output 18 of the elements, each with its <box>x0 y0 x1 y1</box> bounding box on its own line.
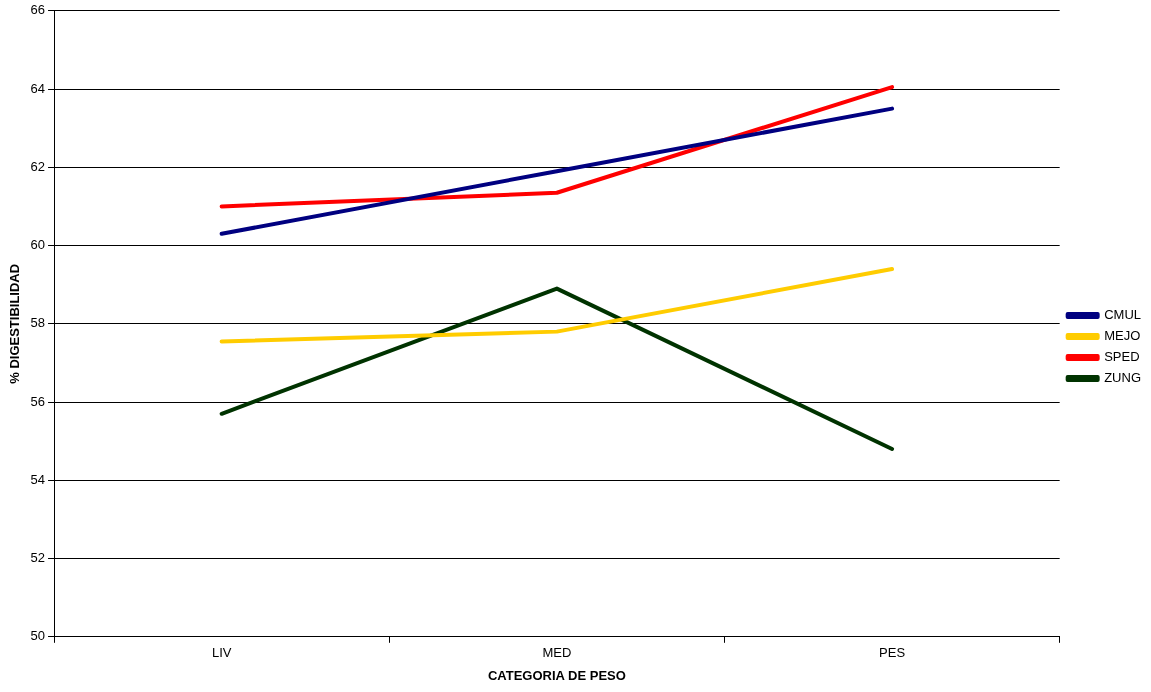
y-tick-label: 56 <box>30 393 46 409</box>
y-axis-title: % DIGESTIBILIDAD <box>7 263 23 384</box>
y-tick-label: 52 <box>30 550 46 566</box>
y-tick-label: 54 <box>30 471 46 487</box>
y-tick-label: 66 <box>30 2 46 18</box>
legend-label: SPED <box>1104 349 1140 365</box>
x-tick-label: MED <box>542 645 572 661</box>
y-tick-label: 50 <box>30 628 46 644</box>
x-tick-label: PES <box>879 645 906 661</box>
x-tick-label: LIV <box>211 645 232 661</box>
y-tick-label: 62 <box>30 158 46 174</box>
legend-label: CMUL <box>1104 307 1142 323</box>
y-tick-label: 58 <box>30 315 46 331</box>
legend-label: ZUNG <box>1104 370 1142 386</box>
legend-label: MEJO <box>1104 328 1141 344</box>
x-axis-title: CATEGORIA DE PESO <box>487 667 626 683</box>
y-tick-label: 64 <box>30 80 46 96</box>
y-tick-label: 60 <box>30 237 46 253</box>
